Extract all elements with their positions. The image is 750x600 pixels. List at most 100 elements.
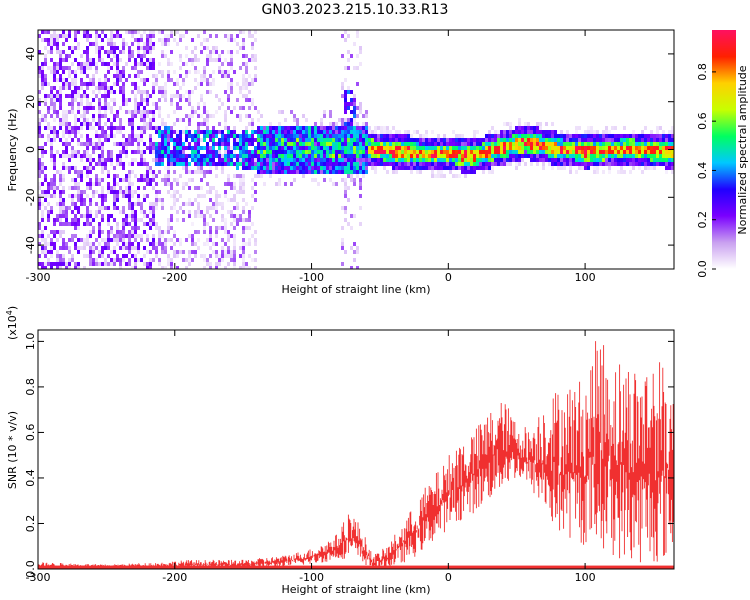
spectrogram-cell bbox=[233, 234, 236, 238]
spectrogram-cell bbox=[230, 234, 233, 238]
spectrogram-cell bbox=[215, 154, 218, 158]
spectrogram-cell bbox=[152, 58, 155, 62]
spectrogram-cell bbox=[452, 154, 455, 158]
spectrogram-cell bbox=[71, 234, 74, 238]
spectrogram-cell bbox=[272, 166, 275, 170]
spectrogram-cell bbox=[44, 94, 47, 98]
spectrogram-cell bbox=[107, 158, 110, 162]
spectrogram-cell bbox=[518, 122, 521, 126]
spectrogram-cell bbox=[614, 154, 617, 158]
spectrogram-cell bbox=[416, 142, 419, 146]
spectrogram-cell bbox=[281, 126, 284, 130]
spectrogram-cell bbox=[242, 262, 245, 266]
spectrogram-cell bbox=[155, 146, 158, 150]
spectrogram-cell bbox=[467, 142, 470, 146]
spectrogram-cell bbox=[392, 170, 395, 174]
spectrogram-cell bbox=[416, 166, 419, 170]
spectrogram-cell bbox=[77, 154, 80, 158]
spectrogram-cell bbox=[44, 242, 47, 246]
spectrogram-cell bbox=[128, 250, 131, 254]
spectrogram-cell bbox=[455, 174, 458, 178]
spectrogram-cell bbox=[326, 158, 329, 162]
spectrogram-cell bbox=[38, 226, 41, 230]
spectrogram-cell bbox=[134, 74, 137, 78]
spectrogram-cell bbox=[122, 90, 125, 94]
spectrogram-cell bbox=[344, 134, 347, 138]
spectrogram-cell bbox=[383, 126, 386, 130]
spectrogram-cell bbox=[278, 142, 281, 146]
spectrogram-cell bbox=[47, 106, 50, 110]
spectrogram-cell bbox=[437, 138, 440, 142]
spectrogram-cell bbox=[326, 126, 329, 130]
spectrogram-cell bbox=[167, 154, 170, 158]
spectrogram-cell bbox=[191, 154, 194, 158]
spectrogram-cell bbox=[392, 166, 395, 170]
spectrogram-cell bbox=[506, 130, 509, 134]
spectrogram-cell bbox=[425, 166, 428, 170]
spectrogram-cell bbox=[122, 190, 125, 194]
spectrogram-cell bbox=[350, 158, 353, 162]
spectrogram-cell bbox=[359, 206, 362, 210]
spectrogram-cell bbox=[248, 98, 251, 102]
spectrogram-cell bbox=[605, 138, 608, 142]
spectrogram-cell bbox=[425, 154, 428, 158]
spectrogram-cell bbox=[335, 150, 338, 154]
spectrogram-cell bbox=[245, 242, 248, 246]
spectrogram-cell bbox=[209, 198, 212, 202]
spectrogram-cell bbox=[74, 98, 77, 102]
spectrogram-cell bbox=[479, 162, 482, 166]
spectrogram-cell bbox=[77, 250, 80, 254]
spectrogram-cell bbox=[221, 246, 224, 250]
spectrogram-cell bbox=[623, 126, 626, 130]
spectrogram-cell bbox=[665, 138, 668, 142]
spectrogram-cell bbox=[449, 166, 452, 170]
spectrogram-cell bbox=[77, 246, 80, 250]
spectrogram-cell bbox=[191, 178, 194, 182]
spectrogram-cell bbox=[200, 178, 203, 182]
spectrogram-cell bbox=[71, 238, 74, 242]
spectrogram-cell bbox=[266, 154, 269, 158]
spectrogram-cell bbox=[65, 206, 68, 210]
spectrogram-cell bbox=[95, 146, 98, 150]
spectrogram-cell bbox=[101, 162, 104, 166]
spectrogram-cell bbox=[380, 146, 383, 150]
spectrogram-cell bbox=[347, 50, 350, 54]
spectrogram-cell bbox=[461, 166, 464, 170]
spectrogram-cell bbox=[134, 218, 137, 222]
spectrogram-cell bbox=[578, 142, 581, 146]
spectrogram-cell bbox=[257, 166, 260, 170]
spectrogram-cell bbox=[359, 126, 362, 130]
spectrogram-cell bbox=[533, 126, 536, 130]
spectrogram-cell bbox=[530, 142, 533, 146]
spectrogram-cell bbox=[59, 62, 62, 66]
spectrogram-cell bbox=[560, 134, 563, 138]
spectrogram-cell bbox=[569, 146, 572, 150]
spectrogram-cell bbox=[179, 162, 182, 166]
spectrogram-cell bbox=[203, 38, 206, 42]
spectrogram-cell bbox=[116, 190, 119, 194]
spectrogram-cell bbox=[107, 230, 110, 234]
spectrogram-cell bbox=[206, 242, 209, 246]
spectrogram-cell bbox=[302, 162, 305, 166]
spectrogram-cell bbox=[221, 162, 224, 166]
spectrogram-cell bbox=[566, 158, 569, 162]
spectrogram-cell bbox=[71, 210, 74, 214]
spectrogram-cell bbox=[326, 138, 329, 142]
spectrogram-cell bbox=[230, 210, 233, 214]
spectrogram-cell bbox=[536, 130, 539, 134]
spectrogram-cell bbox=[323, 146, 326, 150]
spectrogram-cell bbox=[509, 138, 512, 142]
spectrogram-cell bbox=[149, 58, 152, 62]
spectrogram-cell bbox=[497, 146, 500, 150]
spectrogram-cell bbox=[284, 146, 287, 150]
spectrogram-cell bbox=[500, 158, 503, 162]
spectrogram-cell bbox=[170, 258, 173, 262]
spectrogram-cell bbox=[140, 130, 143, 134]
spectrogram-cell bbox=[101, 158, 104, 162]
spectrogram-cell bbox=[89, 210, 92, 214]
spectrogram-cell bbox=[479, 150, 482, 154]
spectrogram-cell bbox=[107, 190, 110, 194]
spectrogram-cell bbox=[302, 146, 305, 150]
spectrogram-cell bbox=[167, 126, 170, 130]
spectrogram-cell bbox=[341, 134, 344, 138]
